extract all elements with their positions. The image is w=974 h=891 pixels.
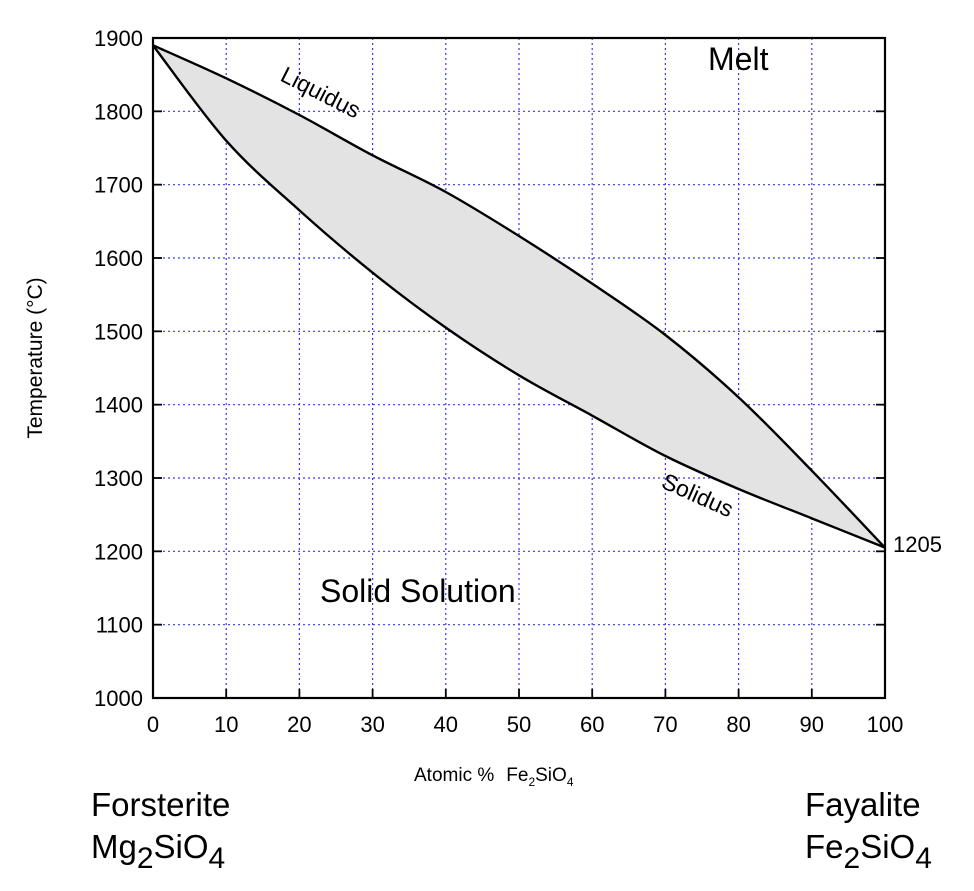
fayalite-name: Fayalite [805,786,921,823]
x-tick-label: 10 [214,712,238,737]
fayalite-formula-sub-b: 4 [915,842,932,875]
x-axis-formula-sio: SiO [535,765,567,786]
endpoint-value-label: 1205 [893,532,942,557]
x-tick-label: 0 [147,712,159,737]
x-axis-title-prefix: Atomic % [414,765,494,786]
y-tick-label: 1000 [94,686,143,711]
y-tick-labels: 1000 1100 1200 1300 1400 1500 1600 1700 1800 1900 [94,26,143,711]
x-tick-label: 60 [580,712,604,737]
solid-solution-label: Solid Solution [320,573,516,609]
y-tick-label: 1900 [94,26,143,51]
forsterite-formula-sub-b: 4 [208,842,226,875]
x-axis-formula-fe: Fe [506,765,528,786]
fayalite-formula-el: Fe [805,828,844,865]
fayalite-endmember: Fayalite Fe2SiO4 [805,785,932,874]
liquidus-curve [152,44,886,549]
x-tick-label: 70 [653,712,677,737]
forsterite-formula-sub-a: 2 [136,842,154,875]
y-tick-label: 1600 [94,246,143,271]
y-tick-label: 1800 [94,99,143,124]
forsterite-formula-sio: SiO [153,828,209,865]
fayalite-formula-sio: SiO [860,828,916,865]
forsterite-name: Forsterite [91,786,231,823]
forsterite-endmember: Forsterite Mg2SiO4 [91,785,231,874]
forsterite-formula-el: Mg [91,828,137,865]
x-tick-label: 100 [867,712,904,737]
x-tick-label: 40 [434,712,458,737]
solidus-curve [152,44,886,549]
x-axis-formula-sub-2: 2 [528,775,535,789]
x-tick-label: 90 [800,712,824,737]
x-axis-title: Atomic % Fe2SiO4 [414,765,574,789]
y-tick-label: 1200 [94,539,143,564]
two-phase-region [153,45,885,548]
x-tick-label: 50 [507,712,531,737]
x-tick-label: 30 [360,712,384,737]
x-tick-labels: 0 10 20 30 40 50 60 70 80 90 100 [147,712,903,737]
fayalite-formula-sub-a: 2 [843,842,861,875]
melt-label: Melt [708,41,769,77]
y-tick-label: 1300 [94,466,143,491]
x-axis-formula-sub-4: 4 [567,775,574,789]
y-tick-label: 1500 [94,319,143,344]
y-tick-label: 1100 [96,613,143,638]
y-axis-title: Temperature (°C) [24,277,47,438]
x-tick-label: 20 [287,712,311,737]
axis-ticks [152,37,886,699]
x-tick-label: 80 [726,712,750,737]
y-tick-label: 1700 [94,173,143,198]
y-tick-label: 1400 [94,393,143,418]
forsterite-formula: Mg2SiO4 [91,827,230,874]
fayalite-formula: Fe2SiO4 [805,827,932,874]
